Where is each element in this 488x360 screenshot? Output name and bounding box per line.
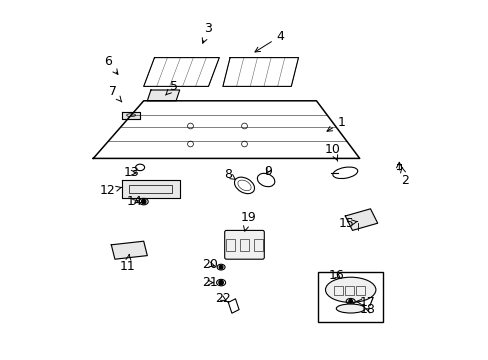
Text: 5: 5	[165, 80, 178, 95]
Text: 21: 21	[202, 276, 218, 289]
Text: 8: 8	[224, 168, 235, 181]
Text: 6: 6	[103, 55, 118, 75]
Text: 4: 4	[254, 30, 284, 52]
Text: 18: 18	[359, 303, 375, 316]
Text: 12: 12	[100, 184, 121, 197]
Bar	[240, 239, 248, 251]
Text: 2: 2	[400, 167, 408, 186]
Polygon shape	[147, 90, 179, 101]
Text: 7: 7	[109, 85, 122, 102]
Text: 19: 19	[240, 211, 255, 231]
Bar	[334, 286, 343, 295]
Polygon shape	[122, 180, 179, 198]
Polygon shape	[111, 241, 147, 259]
Bar	[129, 185, 172, 193]
Bar	[318, 272, 382, 322]
Polygon shape	[122, 112, 140, 119]
Circle shape	[219, 280, 223, 285]
Circle shape	[141, 199, 145, 204]
Text: 22: 22	[215, 292, 230, 305]
Text: 17: 17	[356, 296, 375, 309]
Circle shape	[219, 265, 223, 269]
Ellipse shape	[336, 304, 365, 313]
Text: 13: 13	[123, 166, 139, 179]
Text: 16: 16	[328, 269, 344, 282]
Text: 1: 1	[326, 116, 345, 131]
Ellipse shape	[325, 277, 375, 302]
Text: 14: 14	[126, 195, 142, 208]
Text: 9: 9	[264, 165, 271, 177]
Bar	[254, 239, 263, 251]
Bar	[355, 286, 365, 295]
FancyBboxPatch shape	[224, 230, 264, 259]
Bar	[225, 239, 234, 251]
Circle shape	[348, 300, 352, 303]
Text: 20: 20	[202, 258, 218, 271]
Text: 10: 10	[324, 143, 340, 161]
Bar	[345, 286, 354, 295]
Text: 3: 3	[202, 22, 212, 43]
Text: 15: 15	[339, 217, 357, 230]
Text: 11: 11	[120, 254, 135, 273]
Polygon shape	[345, 209, 377, 230]
